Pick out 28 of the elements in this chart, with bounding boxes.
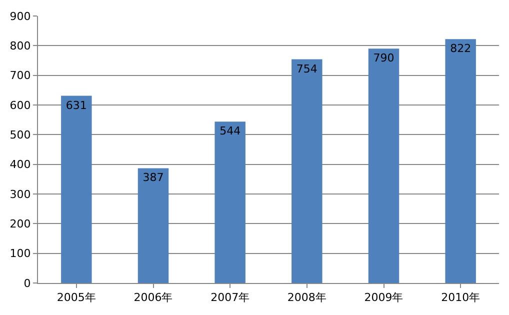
data-label: 822: [450, 42, 472, 56]
data-label: 754: [296, 62, 318, 76]
data-label: 790: [373, 52, 394, 65]
bar: [138, 168, 169, 283]
x-tick-label: 2006年: [134, 291, 173, 304]
bar: [214, 122, 246, 283]
y-tick-label: 300: [10, 188, 31, 201]
x-tick-label: 2007年: [210, 291, 250, 304]
data-label: 387: [142, 171, 164, 184]
y-tick-label: 400: [10, 158, 31, 172]
x-tick-label: 2008年: [287, 291, 326, 304]
bar: [292, 59, 322, 283]
y-tick-label: 100: [10, 247, 31, 260]
y-tick-label: 0: [24, 276, 31, 290]
bar: [445, 39, 476, 283]
x-tick-label: 2005年: [56, 291, 96, 304]
y-tick-label: 800: [10, 40, 31, 53]
data-label: 631: [66, 98, 87, 112]
bar: [368, 48, 400, 283]
y-tick-label: 900: [10, 10, 31, 23]
x-tick-label: 2010年: [441, 291, 480, 304]
bar: [61, 96, 92, 283]
x-tick-label: 2009年: [364, 291, 404, 304]
y-tick-label: 600: [10, 98, 31, 112]
y-tick-label: 200: [10, 218, 31, 231]
data-label: 544: [220, 124, 241, 138]
y-tick-label: 700: [10, 69, 31, 82]
y-tick-label: 500: [10, 128, 31, 142]
